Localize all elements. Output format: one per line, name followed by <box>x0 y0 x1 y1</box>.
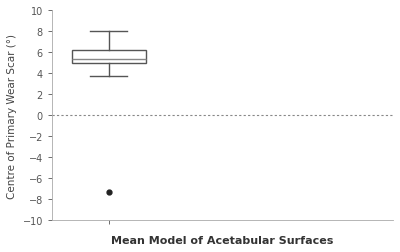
X-axis label: Mean Model of Acetabular Surfaces: Mean Model of Acetabular Surfaces <box>111 235 334 245</box>
Y-axis label: Centre of Primary Wear Scar (°): Centre of Primary Wear Scar (°) <box>7 34 17 198</box>
PathPatch shape <box>72 51 146 63</box>
